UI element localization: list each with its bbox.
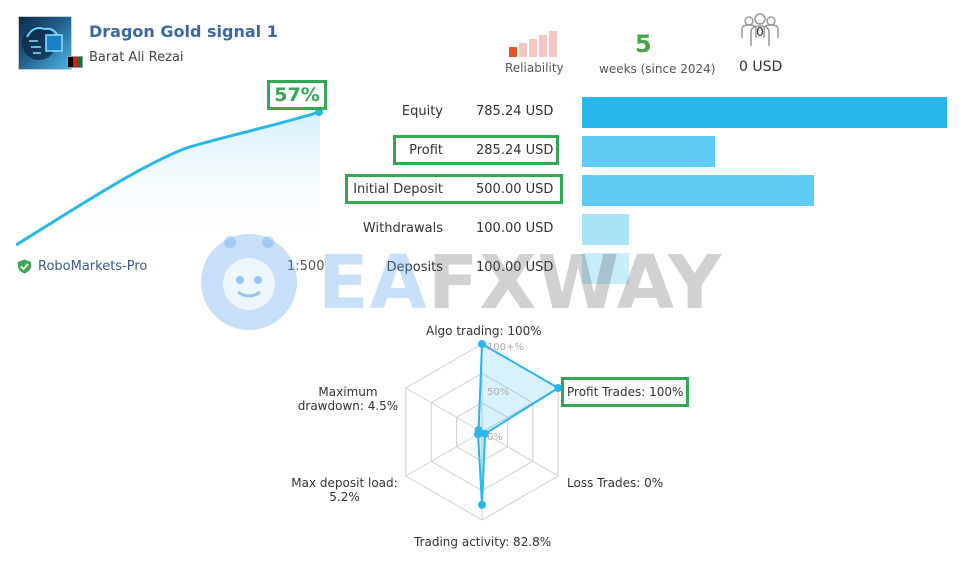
- max-deposit-load-line1: Max deposit load:: [291, 476, 398, 490]
- equity-value: 785.24 USD: [476, 104, 554, 119]
- verified-shield-icon: [18, 259, 31, 274]
- radar-tick-100: 100+%: [487, 342, 524, 353]
- broker-link[interactable]: RoboMarkets-Pro: [17, 259, 147, 274]
- max-deposit-load-label: Max deposit load: 5.2%: [291, 476, 398, 504]
- radar-tick-50: 50%: [487, 387, 509, 398]
- radar-area: [477, 342, 561, 505]
- weeks-label: weeks (since 2024): [599, 62, 716, 76]
- initial-deposit-label: Initial Deposit: [353, 182, 443, 197]
- algo-trading-label: Algo trading: 100%: [426, 324, 542, 338]
- radar-point-2: [554, 384, 563, 392]
- radar-axis-3: [481, 431, 559, 477]
- profit-value: 285.24 USD: [476, 143, 554, 158]
- growth-area: [16, 112, 320, 248]
- radar-point-3: [481, 429, 490, 438]
- max-drawdown-line2: drawdown: 4.5%: [297, 399, 399, 413]
- equity-bar: [582, 97, 947, 128]
- leverage-value: 1:500: [287, 259, 325, 274]
- growth-percent-badge: 57%: [267, 80, 327, 110]
- radar-point-6: [474, 426, 483, 435]
- profit-highlight: [393, 135, 559, 165]
- reliability-bars-icon: [509, 31, 557, 57]
- radar-axis-6: [405, 387, 483, 433]
- watermark-text: EAFXWAY: [318, 240, 723, 326]
- growth-chart: [16, 108, 323, 248]
- initial-deposit-value: 500.00 USD: [476, 182, 554, 197]
- country-flag-icon: [67, 56, 83, 68]
- deposits-bar: [582, 253, 629, 284]
- equity-label: Equity: [401, 104, 443, 119]
- withdrawals-value: 100.00 USD: [476, 221, 554, 236]
- subscribers-funds: 0 USD: [739, 59, 783, 75]
- signal-avatar[interactable]: [18, 16, 72, 70]
- growth-end-point: [315, 108, 323, 116]
- growth-line: [16, 110, 321, 247]
- weeks-count: 5: [635, 30, 652, 58]
- withdrawals-label: Withdrawals: [362, 221, 443, 236]
- profit-trades-label: Profit Trades: 100%: [567, 385, 684, 399]
- radar-tick-0: 0%: [487, 432, 503, 443]
- max-drawdown-label: Maximum drawdown: 4.5%: [296, 385, 400, 413]
- reliability-label: Reliability: [505, 61, 564, 75]
- author-name[interactable]: Barat Ali Rezai: [89, 50, 184, 65]
- watermark-part2: FXWAY: [427, 240, 723, 326]
- loss-trades-label: Loss Trades: 0%: [567, 476, 664, 490]
- subscribers-count: 0: [756, 25, 764, 39]
- profit-trades-highlight: [561, 377, 689, 407]
- signal-title[interactable]: Dragon Gold signal 1: [89, 22, 278, 41]
- brain-chip-icon: [22, 26, 63, 60]
- watermark-part1: EA: [318, 240, 428, 326]
- deposits-value: 100.00 USD: [476, 260, 554, 275]
- withdrawals-bar: [582, 214, 629, 245]
- max-deposit-load-line2: 5.2%: [329, 490, 360, 504]
- trading-activity-label: Trading activity: 82.8%: [414, 535, 552, 549]
- profit-label: Profit: [409, 143, 443, 158]
- radar-axis-5: [405, 431, 483, 477]
- max-drawdown-line1: Maximum: [318, 385, 378, 399]
- initial-deposit-bar: [582, 175, 814, 206]
- radar-chart: 100+% 50% 0%: [405, 340, 563, 521]
- radar-point-4: [478, 500, 486, 509]
- radar-point-1: [478, 340, 486, 348]
- watermark-robot-icon: [201, 234, 297, 330]
- subscribers-icon: 0: [741, 13, 779, 46]
- profit-bar: [582, 136, 715, 167]
- deposits-label: Deposits: [386, 260, 443, 275]
- initial-deposit-highlight: [345, 174, 563, 204]
- broker-name: RoboMarkets-Pro: [38, 259, 148, 274]
